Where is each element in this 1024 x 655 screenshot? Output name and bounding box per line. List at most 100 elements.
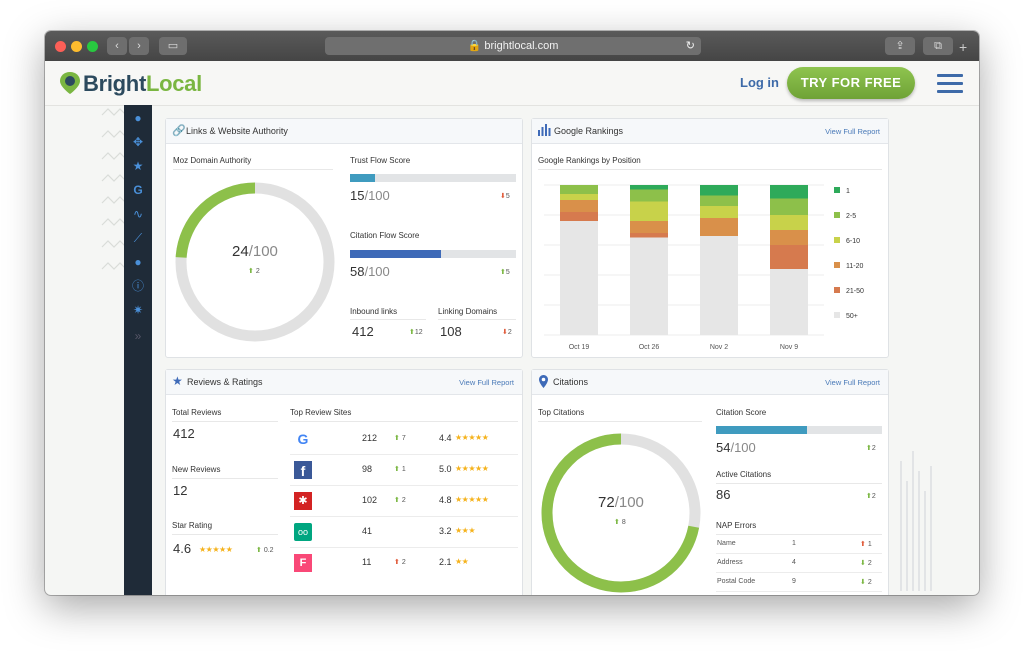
review-site-row[interactable]: f 98 ⬆ 1 5.0 ★★★★★ bbox=[290, 455, 518, 486]
arrow-down-icon: ⬇ bbox=[502, 329, 508, 336]
review-site-row[interactable]: F 11 ⬆ 2 2.1 ★★ bbox=[290, 548, 518, 578]
star-rating-label: Star Rating bbox=[172, 521, 213, 530]
address-bar[interactable]: 🔒 brightlocal.com ↻ bbox=[325, 37, 701, 55]
minimize-window-button[interactable] bbox=[71, 41, 82, 52]
review-site-row[interactable]: ✱ 102 ⬆ 2 4.8 ★★★★★ bbox=[290, 486, 518, 517]
active-citations-value: 86 bbox=[716, 487, 731, 502]
review-change: ⬆ 2 bbox=[394, 558, 406, 566]
citation-score-bar bbox=[716, 426, 882, 434]
arrow-up-icon: ⬆ bbox=[394, 466, 400, 473]
active-citations-change: ⬆2 bbox=[866, 492, 876, 500]
star-icon[interactable]: ★ bbox=[132, 159, 144, 173]
nap-row-change: ⬆ 1 bbox=[860, 540, 872, 548]
directions-icon[interactable]: ✥ bbox=[132, 135, 144, 149]
google-icon[interactable]: G bbox=[133, 183, 143, 197]
divider bbox=[173, 169, 333, 170]
forward-button[interactable]: › bbox=[129, 37, 149, 55]
inbound-change-value: 12 bbox=[414, 329, 423, 336]
gear-icon[interactable]: ✷ bbox=[132, 303, 144, 317]
moz-label: Moz Domain Authority bbox=[173, 156, 252, 165]
brightlocal-logo[interactable]: BrightLocal bbox=[83, 71, 202, 97]
nap-row-change-value: 2 bbox=[867, 579, 872, 586]
review-change: ⬆ 2 bbox=[394, 496, 406, 504]
sidebar-toggle-button[interactable]: ▭ bbox=[159, 37, 187, 55]
review-change-value: 1 bbox=[401, 466, 406, 473]
foursquare-icon: F bbox=[294, 554, 312, 572]
bar-segment-1 bbox=[630, 185, 668, 190]
arrow-up-icon: ⬆ bbox=[394, 497, 400, 504]
close-window-button[interactable] bbox=[55, 41, 66, 52]
review-stars: ★★★★★ bbox=[455, 495, 489, 504]
trend-icon[interactable]: ⟋ bbox=[133, 231, 143, 245]
view-full-report-link[interactable]: View Full Report bbox=[459, 378, 514, 387]
info-icon[interactable]: ⓘ bbox=[131, 279, 144, 293]
nap-row: Address 4 ⬇ 2 bbox=[716, 554, 882, 573]
cf-score: 58 bbox=[350, 264, 365, 279]
citations-value: 72/100 bbox=[598, 494, 644, 511]
rankings-subtitle: Google Rankings by Position bbox=[538, 156, 641, 165]
bar-chart-icon bbox=[538, 124, 551, 136]
map-pin-icon[interactable]: ● bbox=[134, 111, 142, 125]
zoom-window-button[interactable] bbox=[87, 41, 98, 52]
review-rating: 4.4 bbox=[439, 433, 452, 443]
domains-change: ⬇2 bbox=[502, 328, 512, 336]
panel-title: Google Rankings bbox=[554, 126, 624, 136]
browser-titlebar: ‹ › ▭ 🔒 brightlocal.com ↻ ⇪ ⧉ + bbox=[45, 31, 979, 61]
panel-header: Google Rankings View Full Report bbox=[532, 119, 888, 144]
nap-row-value: 9 bbox=[792, 578, 796, 585]
bar-segment-50+ bbox=[770, 269, 808, 335]
legend-label: 50+ bbox=[846, 313, 858, 320]
arrow-up-icon: ⬆ bbox=[394, 435, 400, 442]
tripadvisor-icon: oo bbox=[294, 523, 312, 541]
new-tab-button[interactable]: + bbox=[959, 39, 968, 55]
new-reviews-value: 12 bbox=[173, 483, 188, 498]
star-rating-value: 4.6 bbox=[173, 541, 192, 556]
view-full-report-link[interactable]: View Full Report bbox=[825, 127, 880, 136]
review-count: 11 bbox=[362, 557, 372, 567]
arrow-up-icon: ⬆ bbox=[256, 547, 262, 554]
review-change: ⬆ 1 bbox=[394, 465, 406, 473]
legend-swatch bbox=[834, 262, 840, 268]
chat-icon[interactable]: ● bbox=[134, 255, 142, 269]
review-site-row[interactable]: oo 41 3.2 ★★★ bbox=[290, 517, 518, 548]
nap-row-change: ⬇ 2 bbox=[860, 578, 872, 586]
divider bbox=[716, 483, 882, 484]
nap-row: Name 1 ⬆ 1 bbox=[716, 535, 882, 554]
expand-icon[interactable]: » bbox=[134, 329, 142, 343]
star-rating-change-value: 0.2 bbox=[263, 547, 274, 554]
login-link[interactable]: Log in bbox=[740, 75, 779, 90]
new-reviews-label: New Reviews bbox=[172, 465, 221, 474]
brightlocal-logo-icon bbox=[60, 72, 80, 94]
citations-change-value: 8 bbox=[621, 519, 626, 526]
review-rating: 4.8 bbox=[439, 495, 452, 505]
share-button[interactable]: ⇪ bbox=[885, 37, 915, 55]
x-tick-label: Oct 26 bbox=[639, 344, 660, 351]
legend-swatch bbox=[834, 287, 840, 293]
divider bbox=[290, 421, 518, 422]
top-citations-label: Top Citations bbox=[538, 408, 585, 417]
try-for-free-button[interactable]: TRY FOR FREE bbox=[787, 67, 915, 99]
pulse-icon[interactable]: ∿ bbox=[132, 207, 144, 221]
nap-row-change-value: 2 bbox=[867, 560, 872, 567]
tabs-button[interactable]: ⧉ bbox=[923, 37, 953, 55]
trust-label: Trust Flow Score bbox=[350, 156, 411, 165]
reload-icon[interactable]: ↻ bbox=[685, 40, 695, 52]
review-stars: ★★★★★ bbox=[455, 464, 489, 473]
legend-label: 2-5 bbox=[846, 213, 856, 220]
panel-title: Reviews & Ratings bbox=[187, 377, 263, 387]
citation-score-fill bbox=[716, 426, 808, 434]
back-button[interactable]: ‹ bbox=[107, 37, 127, 55]
inbound-change: ⬆12 bbox=[409, 328, 423, 336]
star-icon: ★ bbox=[172, 374, 183, 388]
bar-segment-50+ bbox=[630, 237, 668, 335]
bar-segment-6-10 bbox=[770, 215, 808, 230]
yelp-icon: ✱ bbox=[294, 492, 312, 510]
cf-change-value: 5 bbox=[505, 269, 510, 276]
citations-score: 72 bbox=[598, 494, 615, 511]
trust-progress-bar bbox=[350, 174, 516, 182]
view-full-report-link[interactable]: View Full Report bbox=[825, 378, 880, 387]
chevron-right-icon: › bbox=[137, 40, 141, 52]
review-site-row[interactable]: G 212 ⬆ 7 4.4 ★★★★★ bbox=[290, 424, 518, 455]
citation-score-denominator: /100 bbox=[730, 440, 756, 455]
divider bbox=[538, 169, 882, 170]
